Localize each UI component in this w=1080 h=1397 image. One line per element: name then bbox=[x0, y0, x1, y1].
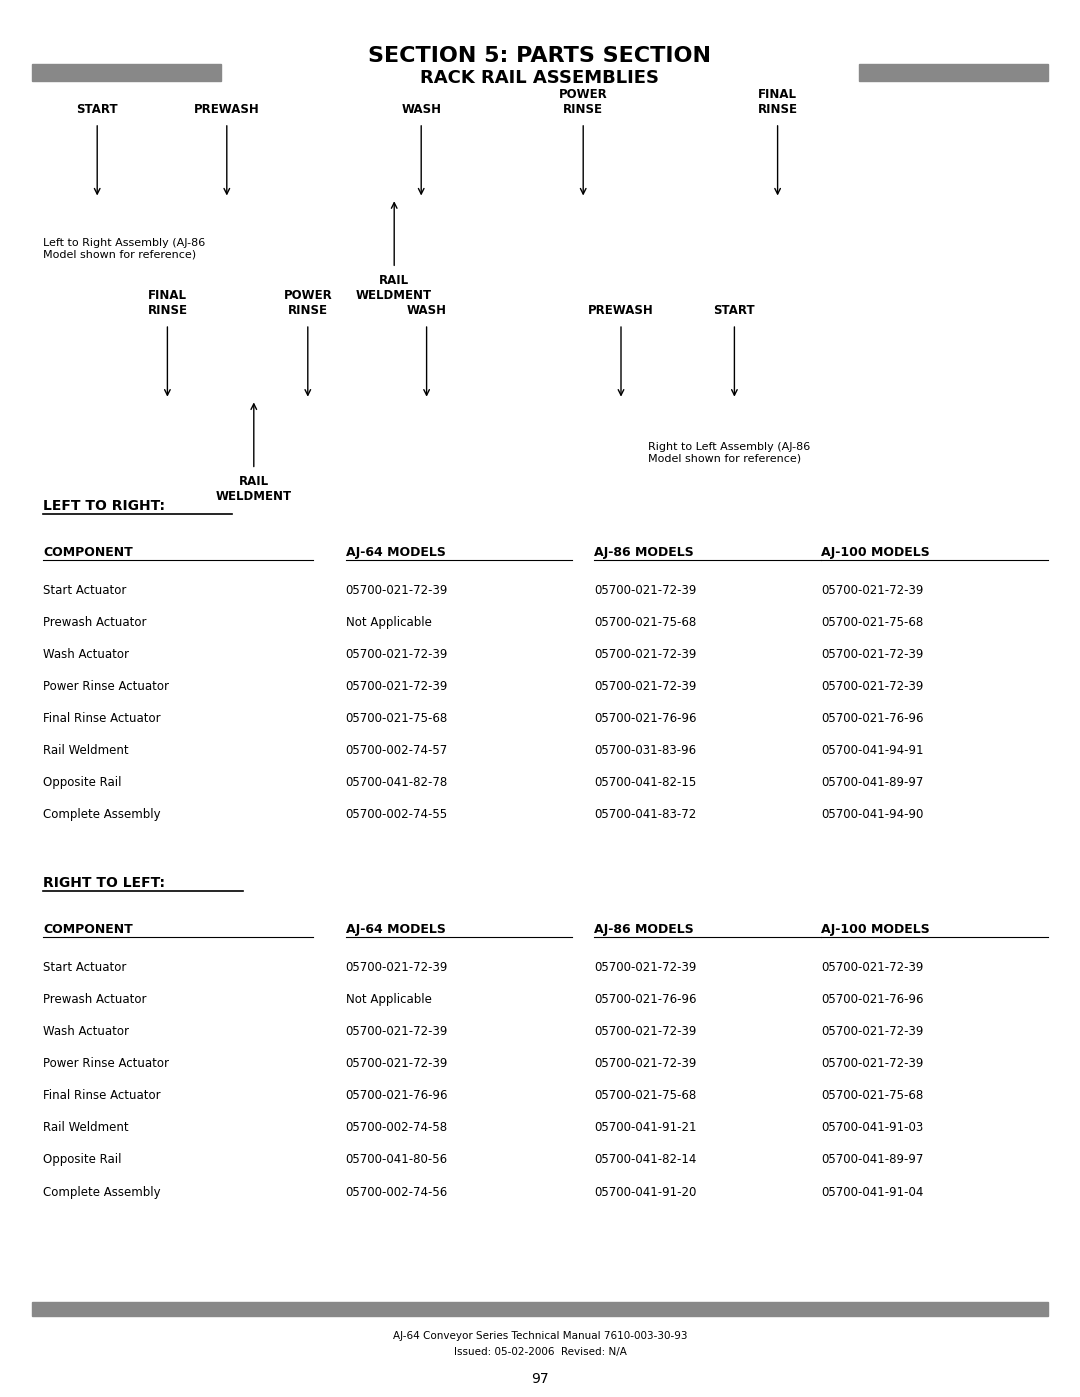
Text: 05700-021-72-39: 05700-021-72-39 bbox=[821, 1025, 923, 1038]
Text: 05700-041-82-14: 05700-041-82-14 bbox=[594, 1154, 697, 1166]
Text: RAIL
WELDMENT: RAIL WELDMENT bbox=[356, 274, 432, 302]
Text: WASH: WASH bbox=[401, 103, 442, 116]
Text: COMPONENT: COMPONENT bbox=[43, 923, 133, 936]
Text: 05700-041-80-56: 05700-041-80-56 bbox=[346, 1154, 448, 1166]
Bar bbox=[859, 64, 1048, 81]
Text: Opposite Rail: Opposite Rail bbox=[43, 1154, 122, 1166]
Text: 05700-021-72-39: 05700-021-72-39 bbox=[346, 648, 448, 661]
Text: START: START bbox=[714, 305, 755, 317]
Text: Not Applicable: Not Applicable bbox=[346, 616, 432, 629]
Text: PREWASH: PREWASH bbox=[194, 103, 259, 116]
Text: 05700-021-72-39: 05700-021-72-39 bbox=[594, 961, 697, 974]
Text: START: START bbox=[77, 103, 118, 116]
Text: 05700-021-76-96: 05700-021-76-96 bbox=[594, 993, 697, 1006]
Text: 05700-002-74-56: 05700-002-74-56 bbox=[346, 1186, 448, 1199]
Text: LEFT TO RIGHT:: LEFT TO RIGHT: bbox=[43, 499, 165, 513]
Text: 05700-041-91-21: 05700-041-91-21 bbox=[594, 1122, 697, 1134]
Text: 05700-041-89-97: 05700-041-89-97 bbox=[821, 777, 923, 789]
Text: 05700-021-72-39: 05700-021-72-39 bbox=[821, 680, 923, 693]
Text: 05700-021-72-39: 05700-021-72-39 bbox=[594, 1058, 697, 1070]
Text: 05700-021-72-39: 05700-021-72-39 bbox=[346, 1025, 448, 1038]
Text: Power Rinse Actuator: Power Rinse Actuator bbox=[43, 680, 170, 693]
Text: Left to Right Assembly (AJ-86
Model shown for reference): Left to Right Assembly (AJ-86 Model show… bbox=[43, 237, 205, 260]
Text: RACK RAIL ASSEMBLIES: RACK RAIL ASSEMBLIES bbox=[420, 70, 660, 87]
Text: WASH: WASH bbox=[406, 305, 447, 317]
Text: AJ-86 MODELS: AJ-86 MODELS bbox=[594, 546, 693, 559]
Text: SECTION 5: PARTS SECTION: SECTION 5: PARTS SECTION bbox=[368, 46, 712, 66]
Text: 05700-021-76-96: 05700-021-76-96 bbox=[594, 712, 697, 725]
Text: COMPONENT: COMPONENT bbox=[43, 546, 133, 559]
Text: Right to Left Assembly (AJ-86
Model shown for reference): Right to Left Assembly (AJ-86 Model show… bbox=[648, 441, 810, 464]
Text: 05700-021-72-39: 05700-021-72-39 bbox=[346, 961, 448, 974]
Text: Rail Weldment: Rail Weldment bbox=[43, 1122, 129, 1134]
Text: 05700-041-94-91: 05700-041-94-91 bbox=[821, 745, 923, 757]
Text: FINAL
RINSE: FINAL RINSE bbox=[757, 88, 798, 116]
Text: 05700-041-82-78: 05700-041-82-78 bbox=[346, 777, 448, 789]
Text: 05700-021-72-39: 05700-021-72-39 bbox=[594, 1025, 697, 1038]
Text: Power Rinse Actuator: Power Rinse Actuator bbox=[43, 1058, 170, 1070]
Text: 05700-041-94-90: 05700-041-94-90 bbox=[821, 809, 923, 821]
Text: AJ-64 MODELS: AJ-64 MODELS bbox=[346, 546, 445, 559]
Text: Complete Assembly: Complete Assembly bbox=[43, 809, 161, 821]
Text: POWER
RINSE: POWER RINSE bbox=[283, 289, 333, 317]
Text: AJ-100 MODELS: AJ-100 MODELS bbox=[821, 546, 930, 559]
Bar bbox=[32, 1302, 1048, 1316]
Text: 05700-021-72-39: 05700-021-72-39 bbox=[821, 1058, 923, 1070]
Text: 05700-041-82-15: 05700-041-82-15 bbox=[594, 777, 697, 789]
Text: 05700-021-76-96: 05700-021-76-96 bbox=[821, 993, 923, 1006]
Text: 05700-041-89-97: 05700-041-89-97 bbox=[821, 1154, 923, 1166]
Text: 05700-021-75-68: 05700-021-75-68 bbox=[821, 616, 923, 629]
Text: Complete Assembly: Complete Assembly bbox=[43, 1186, 161, 1199]
Text: 97: 97 bbox=[531, 1372, 549, 1386]
Text: 05700-021-72-39: 05700-021-72-39 bbox=[346, 584, 448, 597]
Text: Start Actuator: Start Actuator bbox=[43, 584, 126, 597]
Text: 05700-021-72-39: 05700-021-72-39 bbox=[821, 584, 923, 597]
Text: POWER
RINSE: POWER RINSE bbox=[558, 88, 608, 116]
Text: Not Applicable: Not Applicable bbox=[346, 993, 432, 1006]
Text: 05700-031-83-96: 05700-031-83-96 bbox=[594, 745, 697, 757]
Text: Start Actuator: Start Actuator bbox=[43, 961, 126, 974]
Text: Final Rinse Actuator: Final Rinse Actuator bbox=[43, 1090, 161, 1102]
Text: 05700-041-91-20: 05700-041-91-20 bbox=[594, 1186, 697, 1199]
Text: 05700-041-91-04: 05700-041-91-04 bbox=[821, 1186, 923, 1199]
Text: AJ-64 Conveyor Series Technical Manual 7610-003-30-93: AJ-64 Conveyor Series Technical Manual 7… bbox=[393, 1330, 687, 1341]
Text: RIGHT TO LEFT:: RIGHT TO LEFT: bbox=[43, 876, 165, 890]
Text: AJ-64 MODELS: AJ-64 MODELS bbox=[346, 923, 445, 936]
Text: 05700-021-72-39: 05700-021-72-39 bbox=[821, 648, 923, 661]
Text: 05700-002-74-58: 05700-002-74-58 bbox=[346, 1122, 448, 1134]
Text: 05700-021-75-68: 05700-021-75-68 bbox=[594, 1090, 697, 1102]
Text: Opposite Rail: Opposite Rail bbox=[43, 777, 122, 789]
Text: 05700-041-91-03: 05700-041-91-03 bbox=[821, 1122, 923, 1134]
Bar bbox=[32, 64, 221, 81]
Text: Issued: 05-02-2006  Revised: N/A: Issued: 05-02-2006 Revised: N/A bbox=[454, 1347, 626, 1358]
Text: 05700-021-72-39: 05700-021-72-39 bbox=[821, 961, 923, 974]
Text: Rail Weldment: Rail Weldment bbox=[43, 745, 129, 757]
Text: 05700-021-72-39: 05700-021-72-39 bbox=[346, 1058, 448, 1070]
Text: 05700-021-72-39: 05700-021-72-39 bbox=[594, 584, 697, 597]
Text: PREWASH: PREWASH bbox=[589, 305, 653, 317]
Text: 05700-002-74-57: 05700-002-74-57 bbox=[346, 745, 448, 757]
Text: 05700-021-75-68: 05700-021-75-68 bbox=[821, 1090, 923, 1102]
Text: AJ-100 MODELS: AJ-100 MODELS bbox=[821, 923, 930, 936]
Text: Prewash Actuator: Prewash Actuator bbox=[43, 616, 147, 629]
Text: 05700-021-75-68: 05700-021-75-68 bbox=[346, 712, 448, 725]
Text: 05700-021-72-39: 05700-021-72-39 bbox=[594, 680, 697, 693]
Text: Wash Actuator: Wash Actuator bbox=[43, 648, 130, 661]
Text: FINAL
RINSE: FINAL RINSE bbox=[147, 289, 188, 317]
Text: 05700-021-75-68: 05700-021-75-68 bbox=[594, 616, 697, 629]
Text: 05700-021-76-96: 05700-021-76-96 bbox=[346, 1090, 448, 1102]
Text: 05700-002-74-55: 05700-002-74-55 bbox=[346, 809, 448, 821]
Text: Prewash Actuator: Prewash Actuator bbox=[43, 993, 147, 1006]
Text: AJ-86 MODELS: AJ-86 MODELS bbox=[594, 923, 693, 936]
Text: 05700-021-76-96: 05700-021-76-96 bbox=[821, 712, 923, 725]
Text: 05700-021-72-39: 05700-021-72-39 bbox=[594, 648, 697, 661]
Text: 05700-021-72-39: 05700-021-72-39 bbox=[346, 680, 448, 693]
Text: RAIL
WELDMENT: RAIL WELDMENT bbox=[216, 475, 292, 503]
Text: 05700-041-83-72: 05700-041-83-72 bbox=[594, 809, 697, 821]
Text: Final Rinse Actuator: Final Rinse Actuator bbox=[43, 712, 161, 725]
Text: Wash Actuator: Wash Actuator bbox=[43, 1025, 130, 1038]
